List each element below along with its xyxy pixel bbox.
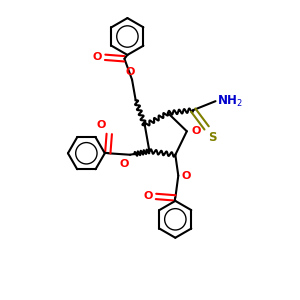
Text: O: O [97,120,106,130]
Text: S: S [208,131,217,144]
Text: O: O [119,159,129,169]
Text: O: O [92,52,102,62]
Text: O: O [191,126,201,136]
Text: O: O [126,68,135,77]
Text: O: O [182,171,191,181]
Text: O: O [143,191,152,201]
Text: NH$_2$: NH$_2$ [217,94,243,109]
